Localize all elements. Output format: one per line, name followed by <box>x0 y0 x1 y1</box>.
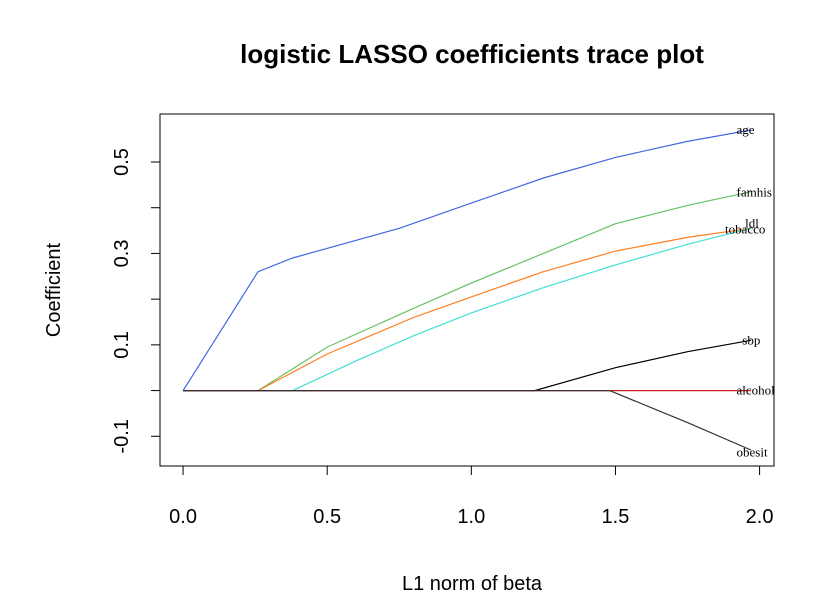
series-lines <box>182 129 752 451</box>
series-line-famhist <box>183 191 752 392</box>
x-tick-label: 1.5 <box>602 506 630 528</box>
series-label: age <box>737 122 755 137</box>
y-tick-label: -0.1 <box>111 419 133 453</box>
x-tick-label: 2.0 <box>746 506 774 528</box>
series-label: obesit <box>737 444 768 459</box>
x-tick-label: 0.5 <box>313 506 341 528</box>
y-tick-label: 0.3 <box>111 240 133 268</box>
series-label: ldl <box>745 216 759 231</box>
x-axis: 0.0 0.5 1.0 1.5 2.0 <box>169 466 773 528</box>
y-tick-label: 0.1 <box>111 331 133 359</box>
series-line-ldl <box>183 227 751 392</box>
y-tick-label: 0.5 <box>111 148 133 176</box>
series-line-sbp <box>183 339 752 392</box>
series-line-age <box>182 129 752 391</box>
x-tick-label: 1.0 <box>457 506 485 528</box>
series-line-obesity <box>183 390 752 451</box>
x-tick-label: 0.0 <box>169 506 197 528</box>
y-axis: -0.1 0.1 0.3 0.5 <box>111 148 160 454</box>
series-line-tobacco <box>183 227 752 392</box>
series-label: sbp <box>742 332 760 347</box>
x-axis-label: L1 norm of beta <box>402 573 543 595</box>
chart-title: logistic LASSO coefficients trace plot <box>240 39 704 69</box>
y-axis-label: Coefficient <box>43 242 65 337</box>
series-label: alcohol <box>737 383 776 398</box>
series-label: tobacco <box>725 222 765 237</box>
series-label: famhis <box>737 185 772 200</box>
plot-frame <box>159 113 775 467</box>
